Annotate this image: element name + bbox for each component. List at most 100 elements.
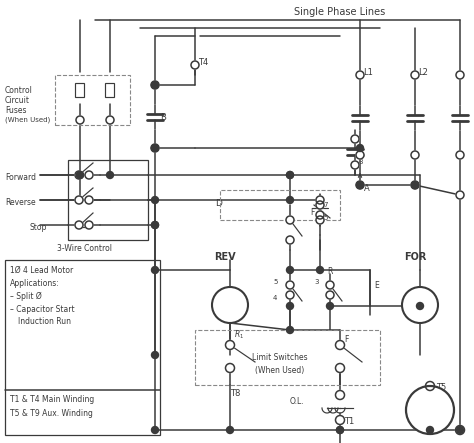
Text: F: F [344,335,348,345]
Text: 1Ø 4 Lead Motor: 1Ø 4 Lead Motor [10,265,73,275]
Bar [68,160,148,240]
Circle shape [152,197,158,203]
Circle shape [286,281,294,289]
Bar [220,190,340,220]
Bar [5,260,160,435]
Circle shape [456,71,464,79]
Text: FOR: FOR [404,252,427,262]
Circle shape [106,116,114,124]
Circle shape [85,171,93,179]
Circle shape [76,171,83,179]
Circle shape [107,171,113,179]
Circle shape [75,196,83,204]
Text: A: A [364,183,370,193]
Circle shape [151,144,159,152]
Circle shape [456,151,464,159]
Circle shape [411,151,419,159]
Circle shape [226,364,235,373]
Circle shape [85,196,93,204]
Circle shape [351,135,359,143]
Text: 3: 3 [358,159,363,165]
Bar [106,83,115,97]
Text: REV: REV [214,252,236,262]
Circle shape [191,61,199,69]
Circle shape [336,390,345,400]
Circle shape [356,182,364,189]
Circle shape [227,427,234,434]
Circle shape [316,196,324,204]
Circle shape [152,427,158,434]
Circle shape [326,291,334,299]
Circle shape [417,303,423,310]
Text: B: B [160,113,166,121]
Circle shape [316,216,324,224]
Circle shape [337,427,344,434]
Circle shape [152,267,158,273]
Circle shape [411,182,419,189]
Text: 7: 7 [323,202,328,208]
Circle shape [286,216,294,224]
Circle shape [456,191,464,199]
Circle shape [336,364,345,373]
Circle shape [75,221,83,229]
Text: 2: 2 [358,145,363,151]
Text: Forward: Forward [5,172,36,182]
Text: Applications:: Applications: [10,279,60,288]
Text: R: R [328,268,333,276]
Circle shape [402,287,438,323]
Text: Single Phase Lines: Single Phase Lines [294,7,386,17]
Text: (When Used): (When Used) [255,365,305,374]
Text: F: F [310,207,314,217]
Text: – Split Ø: – Split Ø [10,291,42,301]
Text: L2: L2 [418,67,428,77]
Bar [55,75,130,125]
Text: – Capacitor Start: – Capacitor Start [10,304,74,314]
Circle shape [286,171,293,179]
Circle shape [336,341,345,350]
Circle shape [456,427,464,434]
Text: Reverse: Reverse [5,198,36,206]
Text: Motor: Motor [415,405,445,415]
Text: O.L.: O.L. [290,397,305,407]
Circle shape [85,221,93,229]
Text: Limit Switches: Limit Switches [252,353,308,361]
Text: 3: 3 [314,279,319,285]
Circle shape [76,116,84,124]
Bar [195,330,380,385]
Text: 6: 6 [288,268,292,276]
Text: T1: T1 [344,417,354,427]
Circle shape [317,267,323,273]
Circle shape [286,171,293,179]
Text: Stop: Stop [30,222,47,232]
Text: Control: Control [5,85,33,94]
Circle shape [152,222,158,229]
Circle shape [152,82,158,89]
Circle shape [286,291,294,299]
Text: 4: 4 [273,295,277,301]
Bar [75,83,84,97]
Text: T5 & T9 Aux. Winding: T5 & T9 Aux. Winding [10,408,93,417]
Circle shape [327,303,334,310]
Circle shape [152,144,158,152]
Text: (When Used): (When Used) [5,117,50,123]
Text: E: E [374,280,379,289]
Text: 5: 5 [323,215,328,221]
Circle shape [456,425,465,435]
Circle shape [152,351,158,358]
Text: $R_1$: $R_1$ [234,329,244,341]
Circle shape [427,427,434,434]
Text: 3-Wire Control: 3-Wire Control [57,244,112,253]
Circle shape [212,287,248,323]
Text: Circuit: Circuit [5,96,30,105]
Circle shape [286,303,293,310]
Circle shape [286,236,294,244]
Circle shape [411,71,419,79]
Circle shape [75,171,83,179]
Text: 5: 5 [273,279,277,285]
Circle shape [426,381,435,390]
Circle shape [337,427,344,434]
Circle shape [326,281,334,289]
Circle shape [356,151,364,159]
Text: T1 & T4 Main Winding: T1 & T4 Main Winding [10,396,94,404]
Text: T5: T5 [436,384,446,392]
